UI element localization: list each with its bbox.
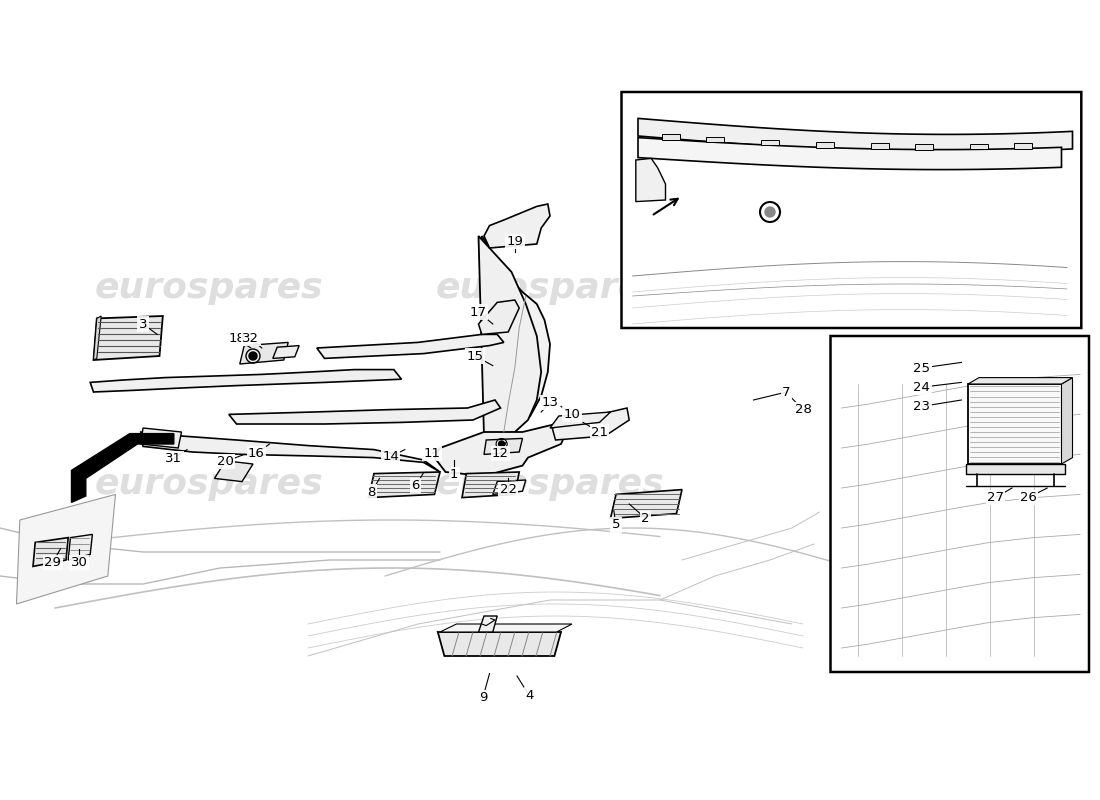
Text: 31: 31 <box>165 452 183 465</box>
Text: 7: 7 <box>782 386 791 398</box>
Polygon shape <box>816 142 834 147</box>
Polygon shape <box>968 378 1072 384</box>
Text: 20: 20 <box>217 455 234 468</box>
Text: 18: 18 <box>228 332 245 345</box>
Polygon shape <box>915 144 933 150</box>
Text: eurospares: eurospares <box>95 467 323 501</box>
Polygon shape <box>638 138 1062 170</box>
Text: 1: 1 <box>450 468 459 481</box>
Text: 27: 27 <box>987 491 1004 504</box>
Circle shape <box>764 207 776 217</box>
Text: eurospares: eurospares <box>436 467 664 501</box>
Text: 19: 19 <box>506 235 524 248</box>
Polygon shape <box>966 464 1065 474</box>
Text: 12: 12 <box>492 447 509 460</box>
Text: 6: 6 <box>411 479 420 492</box>
Polygon shape <box>68 534 92 560</box>
Polygon shape <box>638 118 1072 152</box>
Polygon shape <box>706 137 724 142</box>
Polygon shape <box>484 438 522 454</box>
Text: 9: 9 <box>478 691 487 704</box>
Polygon shape <box>16 494 116 604</box>
Circle shape <box>498 441 505 447</box>
Text: 8: 8 <box>367 486 376 498</box>
Text: eurospares: eurospares <box>95 271 323 305</box>
Polygon shape <box>493 480 526 494</box>
Polygon shape <box>438 632 561 656</box>
Text: 17: 17 <box>470 306 487 318</box>
Text: 16: 16 <box>248 447 265 460</box>
Polygon shape <box>871 143 889 149</box>
Polygon shape <box>550 412 610 428</box>
Text: 28: 28 <box>794 403 812 416</box>
Polygon shape <box>1062 378 1072 464</box>
Text: 15: 15 <box>466 350 484 362</box>
Polygon shape <box>141 428 182 448</box>
Polygon shape <box>434 424 566 476</box>
Polygon shape <box>478 236 541 436</box>
FancyBboxPatch shape <box>830 336 1089 672</box>
Polygon shape <box>968 384 1062 464</box>
Polygon shape <box>317 334 504 358</box>
Polygon shape <box>478 300 519 334</box>
Polygon shape <box>662 134 680 140</box>
Polygon shape <box>214 461 253 482</box>
Polygon shape <box>761 139 779 145</box>
Text: 24: 24 <box>913 381 931 394</box>
Polygon shape <box>478 616 497 632</box>
Text: 26: 26 <box>1020 491 1037 504</box>
FancyBboxPatch shape <box>621 92 1081 328</box>
Circle shape <box>249 352 257 360</box>
Text: 13: 13 <box>541 396 559 409</box>
Text: 32: 32 <box>242 332 260 345</box>
Text: 5: 5 <box>612 518 620 531</box>
Text: 3: 3 <box>139 318 147 330</box>
Text: 21: 21 <box>591 426 608 438</box>
Polygon shape <box>141 432 440 472</box>
Polygon shape <box>970 144 988 150</box>
Text: 23: 23 <box>913 400 931 413</box>
Polygon shape <box>482 236 550 436</box>
Text: 29: 29 <box>44 556 62 569</box>
Polygon shape <box>440 624 572 632</box>
Text: 25: 25 <box>913 362 931 374</box>
Polygon shape <box>240 342 288 364</box>
Text: 11: 11 <box>424 447 441 460</box>
Text: 30: 30 <box>70 556 88 569</box>
Text: 10: 10 <box>563 408 581 421</box>
Polygon shape <box>368 472 440 498</box>
Polygon shape <box>610 490 682 518</box>
Polygon shape <box>552 408 629 440</box>
Polygon shape <box>94 316 101 360</box>
Text: 4: 4 <box>525 689 533 702</box>
Polygon shape <box>636 158 666 202</box>
Polygon shape <box>1014 143 1032 149</box>
Text: eurospares: eurospares <box>436 271 664 305</box>
Polygon shape <box>90 370 401 392</box>
Polygon shape <box>484 204 550 248</box>
Polygon shape <box>94 316 163 360</box>
Polygon shape <box>33 538 68 566</box>
Polygon shape <box>72 434 174 502</box>
Text: 14: 14 <box>382 450 399 463</box>
Polygon shape <box>229 400 500 424</box>
Polygon shape <box>273 346 299 358</box>
Text: 22: 22 <box>499 483 517 496</box>
Polygon shape <box>462 472 519 498</box>
Text: 2: 2 <box>641 512 650 525</box>
